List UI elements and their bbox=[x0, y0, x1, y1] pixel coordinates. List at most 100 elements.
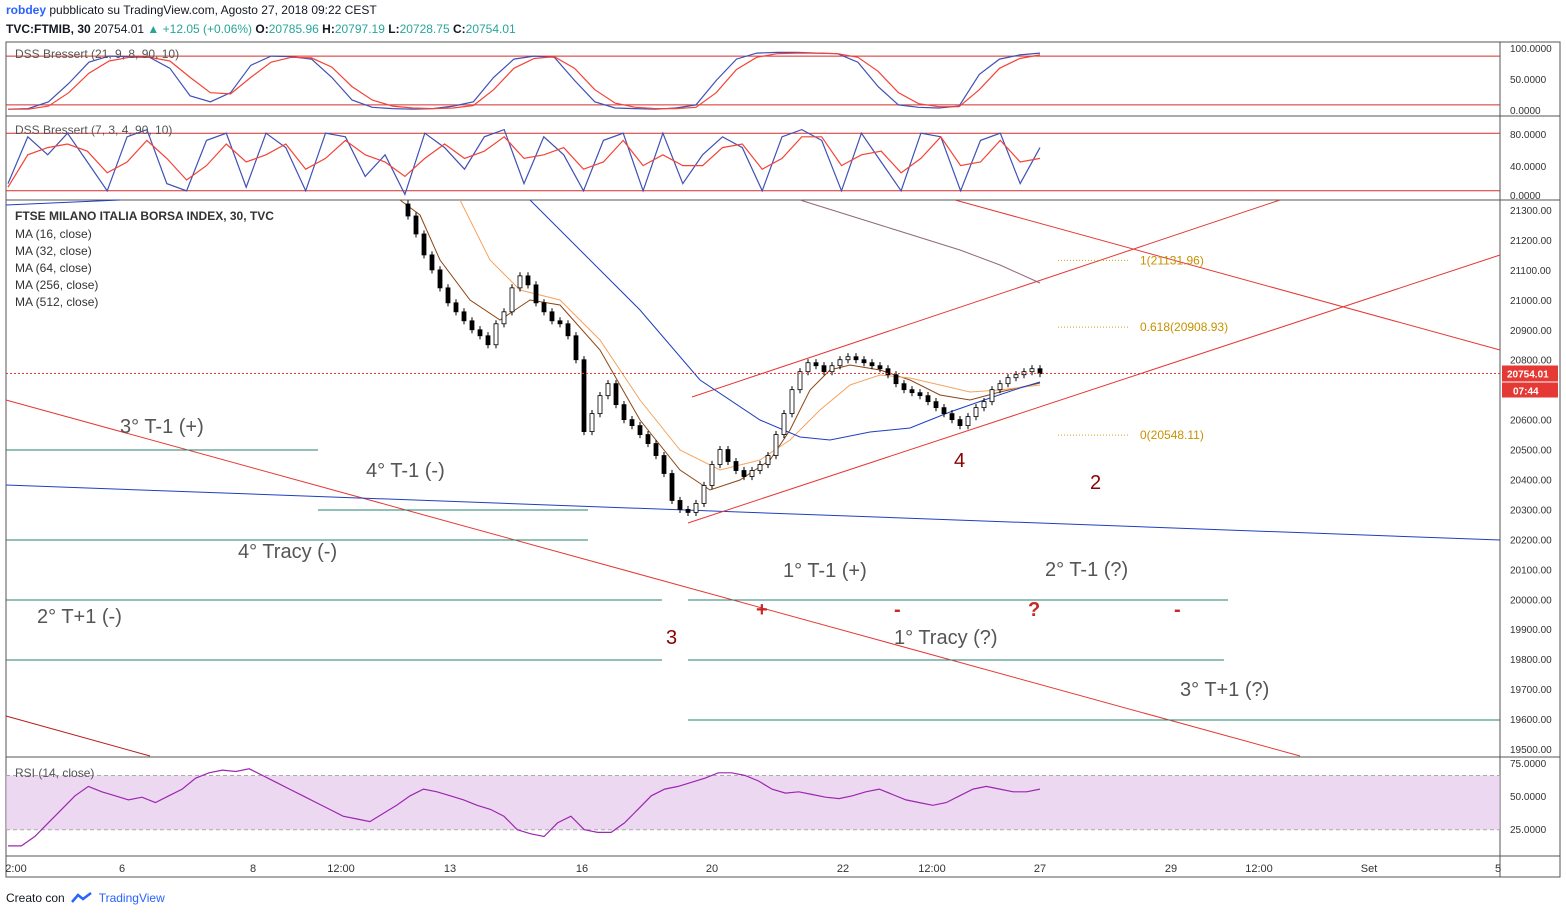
annotation-label: 4° T-1 (-) bbox=[366, 460, 445, 482]
candle-body bbox=[605, 383, 611, 397]
dss-tick-label: 80.0000 bbox=[1510, 130, 1547, 141]
candle-body bbox=[885, 368, 891, 376]
candle-body bbox=[981, 401, 987, 409]
moving-average-line bbox=[529, 199, 1041, 441]
ma-legend-item: MA (512, close) bbox=[15, 295, 98, 309]
fib-level-label: 1(21131.96) bbox=[1140, 253, 1204, 267]
candle-body bbox=[949, 413, 955, 421]
price-tick-label: 19900.00 bbox=[1510, 625, 1552, 636]
candle-body bbox=[701, 485, 707, 504]
x-tick-label: 27 bbox=[1034, 863, 1046, 875]
dss-tick-label: 0.0000 bbox=[1510, 106, 1541, 117]
low-value: 20728.75 bbox=[399, 22, 450, 36]
symbol-label: TVC:FTMIB, 30 bbox=[6, 22, 91, 36]
candle-body bbox=[437, 269, 443, 289]
open-label: O: bbox=[255, 22, 269, 36]
price-tick-label: 20300.00 bbox=[1510, 505, 1552, 516]
candle-body bbox=[829, 365, 835, 373]
candle-body bbox=[1005, 377, 1011, 385]
price-tick-label: 21300.00 bbox=[1510, 206, 1552, 217]
trend-line bbox=[954, 199, 1501, 351]
candle-body bbox=[461, 311, 467, 322]
candle-body bbox=[637, 425, 643, 435]
moving-average-line bbox=[459, 199, 1041, 471]
candle-body bbox=[765, 455, 771, 465]
candle-body bbox=[573, 335, 579, 361]
low-label: L: bbox=[388, 22, 400, 36]
candle-body bbox=[909, 389, 915, 394]
price-tick-label: 20600.00 bbox=[1510, 416, 1552, 427]
candle-body bbox=[509, 287, 515, 313]
candle-body bbox=[557, 320, 563, 325]
candle-body bbox=[1037, 368, 1043, 374]
candle-body bbox=[621, 404, 627, 421]
candle-body bbox=[653, 443, 659, 456]
candle-body bbox=[485, 335, 491, 346]
drawing-layer bbox=[5, 199, 1501, 757]
price-tick-label: 21100.00 bbox=[1510, 266, 1551, 277]
candle-body bbox=[717, 449, 723, 465]
trend-line bbox=[687, 254, 1501, 524]
price-tick-label: 20900.00 bbox=[1510, 326, 1552, 337]
candle-body bbox=[877, 365, 883, 370]
price-tick-label: 20800.00 bbox=[1510, 356, 1552, 367]
fib-level-label: 0.618(20908.93) bbox=[1140, 320, 1228, 334]
trend-line bbox=[5, 199, 121, 206]
annotation-label: - bbox=[894, 599, 901, 621]
open-value: 20785.96 bbox=[268, 22, 319, 36]
annotation-label: + bbox=[756, 599, 768, 621]
annotation-label: 3° T-1 (+) bbox=[120, 416, 204, 438]
annotation-label: 2° T+1 (-) bbox=[37, 606, 122, 628]
annotation-label: 1° Tracy (?) bbox=[894, 627, 998, 649]
trend-line bbox=[5, 399, 1301, 757]
candle-body bbox=[941, 407, 947, 415]
close-label: C: bbox=[452, 22, 466, 36]
x-tick-label: 8 bbox=[250, 863, 256, 875]
last-price-badge bbox=[1502, 365, 1558, 382]
price-tick-label: 19800.00 bbox=[1510, 655, 1552, 666]
candle-body bbox=[613, 383, 619, 406]
dss-slow-line bbox=[7, 135, 1041, 188]
annotation-label: 3° T+1 (?) bbox=[1180, 679, 1269, 701]
fib-level-label: 0(20548.11) bbox=[1140, 428, 1204, 442]
annotation-label: 2° T-1 (?) bbox=[1045, 559, 1128, 581]
rsi-tick-label: 75.0000 bbox=[1510, 759, 1547, 770]
high-value: 20797.19 bbox=[334, 22, 385, 36]
candle-body bbox=[693, 503, 699, 513]
annotation-label: 3 bbox=[666, 627, 677, 649]
candle-body bbox=[845, 356, 851, 361]
candle-body bbox=[405, 203, 411, 217]
username[interactable]: robdey bbox=[6, 3, 47, 17]
candle-body bbox=[645, 434, 651, 444]
dss-tick-label: 50.0000 bbox=[1510, 75, 1547, 86]
trend-line bbox=[691, 199, 1281, 398]
price-tick-label: 19700.00 bbox=[1510, 685, 1552, 696]
annotation-label: 2 bbox=[1090, 472, 1101, 494]
candle-body bbox=[549, 311, 555, 322]
candle-body bbox=[469, 320, 475, 331]
rsi-line bbox=[8, 768, 1041, 847]
ma-legend-item: MA (16, close) bbox=[15, 227, 92, 241]
x-tick-label: 20 bbox=[706, 863, 718, 875]
candle-body bbox=[709, 464, 715, 486]
candle-body bbox=[597, 395, 603, 415]
tradingview-brand-link[interactable]: TradingView bbox=[98, 891, 165, 905]
candle-body bbox=[533, 284, 539, 304]
price-tick-label: 20400.00 bbox=[1510, 476, 1552, 487]
dss-title: DSS Bressert (7, 3, 4, 90, 10) bbox=[15, 123, 172, 137]
price-tick-label: 20200.00 bbox=[1510, 535, 1552, 546]
footer: Creato con TradingView bbox=[6, 891, 165, 905]
ma-legend-item: MA (32, close) bbox=[15, 244, 92, 258]
candle-body bbox=[749, 470, 755, 477]
up-arrow-icon: ▲ bbox=[147, 22, 160, 36]
ohlc-header: TVC:FTMIB, 30 20754.01 ▲ +12.05 (+0.06%)… bbox=[6, 22, 516, 36]
rsi-tick-label: 50.0000 bbox=[1510, 792, 1547, 803]
countdown-label: 07:44 bbox=[1513, 386, 1539, 397]
price-change: +12.05 (+0.06%) bbox=[162, 22, 253, 36]
annotation-label: 1° T-1 (+) bbox=[783, 560, 867, 582]
candle-body bbox=[901, 383, 907, 391]
candle-body bbox=[477, 329, 483, 337]
price-tick-label: 19500.00 bbox=[1510, 745, 1552, 756]
price-tick-label: 20500.00 bbox=[1510, 446, 1552, 457]
